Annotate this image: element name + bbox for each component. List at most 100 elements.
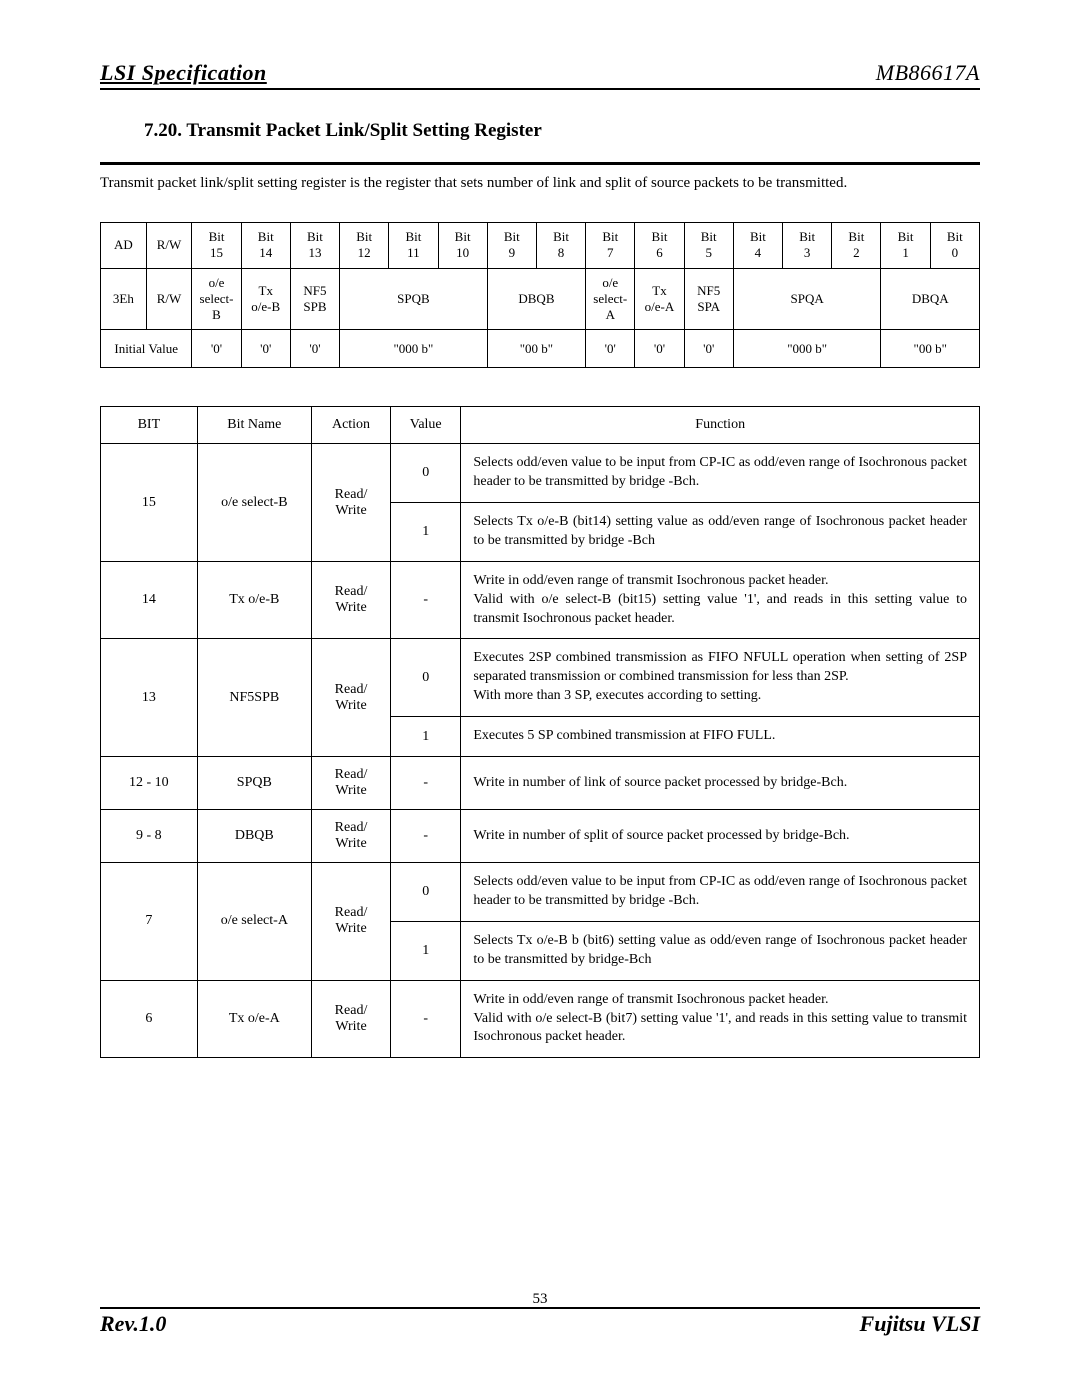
- cell: DBQA: [881, 268, 980, 330]
- footer-page-number: 53: [533, 1291, 548, 1308]
- cell-value: 0: [391, 444, 461, 503]
- cell-function: Executes 2SP combined transmission as FI…: [461, 639, 980, 717]
- cell-function: Selects odd/even value to be input from …: [461, 444, 980, 503]
- cell: Bit10: [438, 223, 487, 269]
- table-row: 14Tx o/e-BRead/Write-Write in odd/even r…: [101, 561, 980, 639]
- cell-function: Write in number of link of source packet…: [461, 757, 980, 810]
- footer-left: Rev.1.0: [100, 1311, 166, 1337]
- page-footer: Rev.1.0 53 Fujitsu VLSI: [100, 1307, 980, 1337]
- cell: SPQB: [340, 268, 488, 330]
- cell: Bit6: [635, 223, 684, 269]
- cell: '0': [241, 330, 290, 368]
- cell: 3Eh: [101, 268, 147, 330]
- cell: AD: [101, 223, 147, 269]
- cell-bitname: Tx o/e-A: [197, 980, 311, 1058]
- cell-bit: 15: [101, 444, 198, 562]
- section-rule: [100, 162, 980, 165]
- footer-right: Fujitsu VLSI: [860, 1311, 980, 1337]
- cell-action: Read/Write: [311, 639, 390, 757]
- cell-action: Read/Write: [311, 810, 390, 863]
- cell: o/eselect-B: [192, 268, 241, 330]
- desc-header-row: BIT Bit Name Action Value Function: [101, 407, 980, 444]
- cell-function: Selects Tx o/e-B b (bit6) setting value …: [461, 921, 980, 980]
- cell-value: -: [391, 810, 461, 863]
- cell-bit: 9 - 8: [101, 810, 198, 863]
- cell: DBQB: [487, 268, 585, 330]
- cell-bitname: NF5SPB: [197, 639, 311, 757]
- cell: Txo/e-A: [635, 268, 684, 330]
- cell-value: -: [391, 561, 461, 639]
- cell: Txo/e-B: [241, 268, 290, 330]
- cell-function: Selects odd/even value to be input from …: [461, 863, 980, 922]
- cell: Bit11: [389, 223, 438, 269]
- cell: Bit1: [881, 223, 930, 269]
- cell-value: 0: [391, 639, 461, 717]
- cell: Bit0: [930, 223, 979, 269]
- cell: '0': [586, 330, 635, 368]
- cell: Bit12: [340, 223, 389, 269]
- cell: Bit2: [832, 223, 881, 269]
- cell-action: Read/Write: [311, 561, 390, 639]
- cell: Bit14: [241, 223, 290, 269]
- cell-value: -: [391, 980, 461, 1058]
- cell: "00 b": [881, 330, 980, 368]
- cell: R/W: [146, 268, 192, 330]
- cell-action: Read/Write: [311, 863, 390, 981]
- cell: Bit5: [684, 223, 733, 269]
- header-left: LSI Specification: [100, 60, 267, 86]
- cell: '0': [290, 330, 339, 368]
- table-row: 7o/e select-ARead/Write0Selects odd/even…: [101, 863, 980, 922]
- cell: '0': [684, 330, 733, 368]
- cell: R/W: [146, 223, 192, 269]
- cell-function: Executes 5 SP combined transmission at F…: [461, 717, 980, 757]
- cell: Bit4: [733, 223, 782, 269]
- cell-bitname: o/e select-A: [197, 863, 311, 981]
- bit-initial-row: Initial Value '0' '0' '0' "000 b" "00 b"…: [101, 330, 980, 368]
- cell: NF5SPB: [290, 268, 339, 330]
- cell-value: 1: [391, 717, 461, 757]
- cell: Bit8: [536, 223, 585, 269]
- cell: Bit9: [487, 223, 536, 269]
- col-value: Value: [391, 407, 461, 444]
- col-bit: BIT: [101, 407, 198, 444]
- bit-name-row: 3Eh R/W o/eselect-B Txo/e-B NF5SPB SPQB …: [101, 268, 980, 330]
- bit-layout-table: AD R/W Bit15 Bit14 Bit13 Bit12 Bit11 Bit…: [100, 222, 980, 368]
- col-function: Function: [461, 407, 980, 444]
- bit-header-row: AD R/W Bit15 Bit14 Bit13 Bit12 Bit11 Bit…: [101, 223, 980, 269]
- table-row: 12 - 10SPQBRead/Write-Write in number of…: [101, 757, 980, 810]
- cell-bitname: SPQB: [197, 757, 311, 810]
- cell-action: Read/Write: [311, 757, 390, 810]
- cell-action: Read/Write: [311, 444, 390, 562]
- cell: "000 b": [340, 330, 488, 368]
- cell: Bit7: [586, 223, 635, 269]
- table-row: 13NF5SPBRead/Write0Executes 2SP combined…: [101, 639, 980, 717]
- cell-bitname: o/e select-B: [197, 444, 311, 562]
- cell-action: Read/Write: [311, 980, 390, 1058]
- cell-bit: 6: [101, 980, 198, 1058]
- table-row: 6Tx o/e-ARead/Write-Write in odd/even ra…: [101, 980, 980, 1058]
- col-action: Action: [311, 407, 390, 444]
- col-bitname: Bit Name: [197, 407, 311, 444]
- cell-value: 0: [391, 863, 461, 922]
- cell-function: Write in odd/even range of transmit Isoc…: [461, 561, 980, 639]
- cell-bitname: DBQB: [197, 810, 311, 863]
- cell: NF5SPA: [684, 268, 733, 330]
- cell-bit: 12 - 10: [101, 757, 198, 810]
- cell: Bit3: [783, 223, 832, 269]
- cell-value: 1: [391, 503, 461, 562]
- cell-bit: 7: [101, 863, 198, 981]
- cell-value: 1: [391, 921, 461, 980]
- intro-text: Transmit packet link/split setting regis…: [100, 175, 980, 192]
- section-title: 7.20. Transmit Packet Link/Split Setting…: [144, 120, 980, 142]
- bit-description-table: BIT Bit Name Action Value Function 15o/e…: [100, 406, 980, 1058]
- header-right: MB86617A: [876, 60, 980, 86]
- cell: "000 b": [733, 330, 881, 368]
- page-header: LSI Specification MB86617A: [100, 60, 980, 90]
- table-row: 9 - 8DBQBRead/Write-Write in number of s…: [101, 810, 980, 863]
- cell: "00 b": [487, 330, 585, 368]
- cell: '0': [192, 330, 241, 368]
- cell-function: Selects Tx o/e-B (bit14) setting value a…: [461, 503, 980, 562]
- cell: Bit13: [290, 223, 339, 269]
- cell-bit: 13: [101, 639, 198, 757]
- cell: Bit15: [192, 223, 241, 269]
